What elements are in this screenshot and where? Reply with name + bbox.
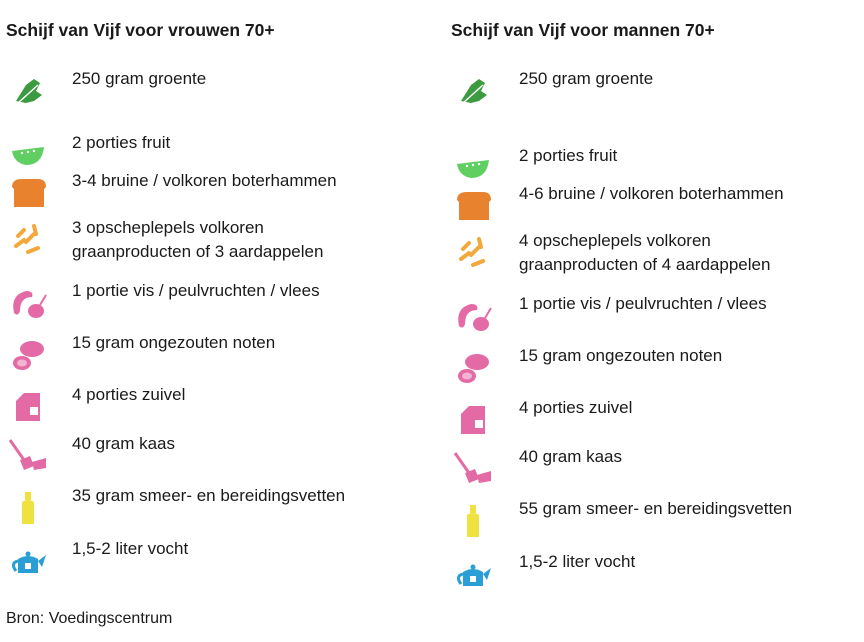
fruit-icon [8,135,48,175]
item-text: 1 portie vis / peulvruchten / vlees [519,294,767,313]
list-item: 3 opscheplepels volkoren graanproducten o… [72,216,323,264]
item-text: 3-4 bruine / volkoren boterhammen [72,171,337,190]
list-item: 250 gram groente [519,67,653,91]
list-item: 4 porties zuivel [72,383,185,407]
teapot-icon [453,554,493,594]
item-text: 55 gram smeer- en bereidingsvetten [519,499,793,518]
item-text: 40 gram kaas [519,447,622,466]
vegetable-icon [453,71,493,111]
oil-icon [8,488,48,528]
item-text: 4 porties zuivel [72,385,186,404]
item-text: 250 gram groente [519,69,654,88]
item-text-line2: graanproducten of 4 aardappelen [519,255,771,274]
item-text: 35 gram smeer- en bereidingsvetten [72,486,346,505]
item-text: 1,5-2 liter vocht [519,552,636,571]
title-men: Schijf van Vijf voor mannen 70+ [451,20,715,40]
item-text: 40 gram kaas [72,434,175,453]
grain-icon [8,220,48,260]
milk-icon [453,400,493,440]
list-item: 1,5-2 liter vocht [72,537,188,561]
list-item: 15 gram ongezouten noten [519,344,722,368]
fish-meat-icon [453,296,493,336]
fish-meat-icon [8,283,48,323]
list-item: 3-4 bruine / volkoren boterhammen [72,169,337,193]
item-text: 15 gram ongezouten noten [72,333,276,352]
item-text: 1 portie vis / peulvruchten / vlees [72,281,320,300]
item-text: 250 gram groente [72,69,207,88]
grain-icon [453,233,493,273]
teapot-icon [8,541,48,581]
bread-icon [453,186,493,226]
item-text-line2: graanproducten of 3 aardappelen [72,242,324,261]
list-item: 40 gram kaas [72,432,175,456]
fruit-icon [453,148,493,188]
bread-icon [8,173,48,213]
item-text: 4 opscheplepels volkoren [519,231,711,250]
item-text: 4 porties zuivel [519,398,633,417]
item-text: 4-6 bruine / volkoren boterhammen [519,184,784,203]
list-item: 35 gram smeer- en bereidingsvetten [72,484,345,508]
item-text: 3 opscheplepels volkoren [72,218,264,237]
list-item: 4 porties zuivel [519,396,632,420]
item-text: 2 porties fruit [519,146,618,165]
list-item: 1,5-2 liter vocht [519,550,635,574]
list-item: 55 gram smeer- en bereidingsvetten [519,497,792,521]
cheese-icon [8,436,48,476]
title-women: Schijf van Vijf voor vrouwen 70+ [6,20,275,40]
vegetable-icon [8,71,48,111]
nuts-icon [8,335,48,375]
milk-icon [8,387,48,427]
item-text: 15 gram ongezouten noten [519,346,723,365]
nuts-icon [453,348,493,388]
list-item: 4-6 bruine / volkoren boterhammen [519,182,784,206]
list-item: 1 portie vis / peulvruchten / vlees [72,279,320,303]
list-item: 4 opscheplepels volkoren graanproducten o… [519,229,770,277]
list-item: 2 porties fruit [519,144,617,168]
source-note: Bron: Voedingscentrum [6,610,173,627]
cheese-icon [453,449,493,489]
oil-icon [453,501,493,541]
list-item: 2 porties fruit [72,131,170,155]
list-item: 1 portie vis / peulvruchten / vlees [519,292,767,316]
item-text: 1,5-2 liter vocht [72,539,189,558]
item-text: 2 porties fruit [72,133,171,152]
list-item: 250 gram groente [72,67,206,91]
list-item: 40 gram kaas [519,445,622,469]
list-item: 15 gram ongezouten noten [72,331,275,355]
